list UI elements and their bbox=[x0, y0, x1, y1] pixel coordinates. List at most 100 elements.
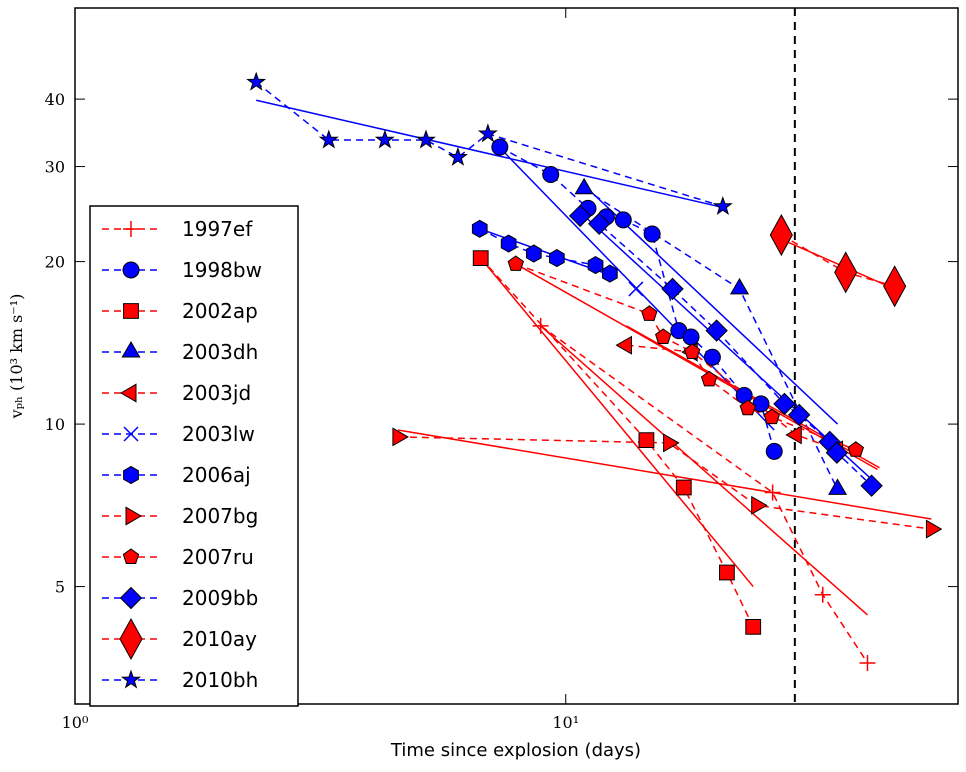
marker bbox=[574, 177, 594, 195]
marker bbox=[769, 213, 793, 257]
marker bbox=[123, 426, 139, 442]
fit-line bbox=[397, 429, 932, 520]
marker bbox=[526, 244, 542, 263]
marker bbox=[764, 484, 781, 501]
marker bbox=[447, 146, 468, 166]
marker bbox=[638, 432, 655, 448]
marker bbox=[682, 328, 700, 346]
x-axis-label: Time since explosion (days) bbox=[390, 740, 641, 761]
x-tick-label: 10⁰ bbox=[62, 713, 89, 732]
marker bbox=[122, 261, 140, 279]
marker bbox=[123, 221, 139, 237]
legend-label: 2002ap bbox=[182, 299, 258, 323]
marker bbox=[125, 506, 142, 526]
data-line bbox=[397, 436, 932, 530]
marker bbox=[751, 495, 768, 515]
marker bbox=[719, 564, 735, 581]
marker bbox=[491, 138, 509, 156]
legend-label: 2003jd bbox=[182, 381, 251, 405]
marker bbox=[119, 617, 143, 661]
marker bbox=[123, 303, 139, 319]
plot-frame bbox=[74, 7, 959, 705]
marker bbox=[828, 478, 848, 495]
marker bbox=[542, 165, 560, 183]
legend-label: 2010ay bbox=[182, 627, 257, 651]
marker bbox=[415, 129, 436, 149]
legend-label: 1998bw bbox=[182, 258, 262, 282]
marker bbox=[703, 348, 721, 366]
marker bbox=[641, 305, 658, 321]
marker bbox=[763, 408, 780, 425]
marker bbox=[500, 234, 517, 253]
legend-label: 2006aj bbox=[182, 463, 251, 487]
marker bbox=[814, 586, 831, 603]
marker bbox=[663, 433, 680, 453]
marker bbox=[765, 442, 783, 460]
y-tick-label: 10 bbox=[45, 415, 65, 434]
marker bbox=[392, 427, 409, 447]
marker bbox=[122, 548, 140, 564]
marker bbox=[847, 441, 864, 457]
marker bbox=[472, 250, 489, 266]
marker bbox=[628, 281, 644, 297]
marker bbox=[860, 474, 883, 497]
fit-line bbox=[515, 263, 878, 471]
legend-label: 2007bg bbox=[182, 504, 258, 528]
marker bbox=[643, 225, 661, 243]
marker bbox=[568, 204, 592, 228]
legend-label: 2007ru bbox=[182, 545, 254, 569]
marker bbox=[655, 328, 672, 344]
marker bbox=[120, 669, 142, 689]
fit-line bbox=[579, 211, 873, 480]
marker bbox=[615, 335, 632, 355]
y-tick-label: 20 bbox=[45, 253, 65, 272]
marker bbox=[471, 219, 488, 238]
marker bbox=[825, 441, 849, 464]
marker bbox=[675, 479, 692, 496]
marker bbox=[587, 256, 604, 275]
marker bbox=[739, 399, 756, 416]
marker bbox=[532, 317, 549, 334]
marker bbox=[374, 129, 395, 149]
legend-label: 2003dh bbox=[182, 340, 258, 364]
data-line bbox=[540, 325, 869, 664]
marker bbox=[661, 277, 684, 301]
marker bbox=[700, 370, 718, 387]
marker bbox=[729, 277, 750, 295]
data-line bbox=[626, 344, 838, 451]
marker bbox=[119, 586, 143, 610]
marker bbox=[123, 465, 139, 485]
fit-line bbox=[256, 99, 724, 209]
marker bbox=[549, 249, 565, 268]
marker bbox=[477, 123, 498, 143]
marker bbox=[614, 211, 632, 229]
marker bbox=[684, 343, 701, 359]
marker bbox=[883, 265, 907, 308]
data-line bbox=[583, 188, 839, 490]
data-line bbox=[499, 146, 775, 452]
marker bbox=[602, 264, 618, 283]
legend-label: 2009bb bbox=[182, 586, 258, 610]
marker bbox=[318, 129, 339, 149]
marker bbox=[787, 403, 811, 427]
marker bbox=[859, 654, 876, 671]
fit-line bbox=[781, 238, 895, 290]
data-line bbox=[515, 263, 857, 451]
legend-label: 1997ef bbox=[182, 217, 253, 241]
marker bbox=[712, 195, 733, 216]
marker bbox=[121, 341, 141, 358]
marker bbox=[834, 251, 858, 294]
marker bbox=[925, 519, 943, 539]
marker bbox=[587, 212, 611, 236]
legend-label: 2003lw bbox=[182, 422, 255, 446]
marker bbox=[507, 255, 524, 271]
legend-box bbox=[89, 205, 299, 707]
marker bbox=[745, 619, 762, 635]
fit-line bbox=[540, 325, 868, 616]
marker bbox=[705, 319, 728, 342]
marker bbox=[773, 392, 796, 416]
x-tick-label: 10¹ bbox=[552, 713, 579, 732]
y-axis-label: vₚₕ (10³ km s⁻¹) bbox=[7, 294, 26, 420]
legend-label: 2010bh bbox=[182, 668, 258, 692]
